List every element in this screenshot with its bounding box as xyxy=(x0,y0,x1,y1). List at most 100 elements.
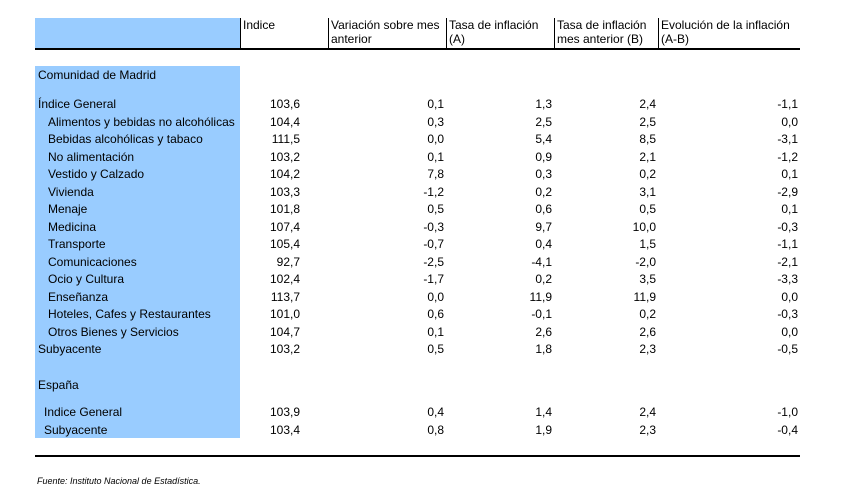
header-evolucion-line2: (A-B) xyxy=(661,32,689,46)
cell-tasa-anterior: 2,3 xyxy=(639,342,656,356)
row-label: Menaje xyxy=(48,202,88,216)
header-tasa-anterior: Tasa de inflación mes anterior (B) xyxy=(554,18,658,49)
cell-evolucion: 0,0 xyxy=(781,114,798,129)
row-label: Comunicaciones xyxy=(48,254,137,269)
row-label: Bebidas alcohólicas y tabaco xyxy=(48,132,203,146)
row-label: Indice General xyxy=(44,405,123,419)
cell-evolucion: -0,3 xyxy=(777,219,798,234)
header-indice: Indice xyxy=(240,18,328,49)
cell-tasa: 0,9 xyxy=(535,149,552,164)
cell-indice: 105,4 xyxy=(269,237,300,251)
cell-tasa: 0,3 xyxy=(535,167,552,181)
table-row: Bebidas alcohólicas y tabaco 111,5 0,0 5,4 8… xyxy=(0,131,842,148)
cell-indice: 103,3 xyxy=(269,184,300,199)
cell-tasa: 9,7 xyxy=(535,219,552,234)
cell-tasa: 2,5 xyxy=(535,114,552,129)
cell-indice: 103,2 xyxy=(269,342,300,356)
cell-evolucion: 0,1 xyxy=(781,202,798,216)
row-label: Otros Bienes y Servicios xyxy=(48,324,179,339)
cell-variacion: 0,6 xyxy=(427,307,444,321)
cell-tasa-anterior: 11,9 xyxy=(633,289,656,304)
cell-evolucion: -0,5 xyxy=(777,342,798,356)
cell-tasa-anterior: 8,5 xyxy=(639,132,656,146)
cell-variacion: 0,1 xyxy=(427,324,444,339)
table-row: Subyacente 103,2 0,5 1,8 2,3 -0,5 xyxy=(0,341,842,358)
row-label: Vivienda xyxy=(48,184,94,199)
table-row: Enseñanza 113,7 0,0 11,9 11,9 0,0 xyxy=(0,289,842,306)
cell-tasa-anterior: 10,0 xyxy=(632,219,656,234)
cell-indice: 101,8 xyxy=(269,202,300,216)
table-row: Comunicaciones 92,7 -2,5 -4,1 -2,0 -2,1 xyxy=(0,254,842,271)
cell-variacion: 0,5 xyxy=(427,342,444,356)
row-label: Alimentos y bebidas no alcohólicas xyxy=(48,114,235,129)
cell-variacion: 0,1 xyxy=(427,149,444,164)
cell-variacion: -1,7 xyxy=(423,272,444,286)
cell-variacion: -0,7 xyxy=(423,237,444,251)
header-variacion-line1: Variación sobre mes xyxy=(331,18,440,32)
cell-tasa-anterior: 0,5 xyxy=(639,202,656,216)
header-variacion: Variación sobre mes anterior xyxy=(328,18,446,49)
cell-variacion: -2,5 xyxy=(423,254,444,269)
cell-tasa: 0,6 xyxy=(535,202,552,216)
cell-tasa: 0,2 xyxy=(535,272,552,286)
cell-variacion: -1,2 xyxy=(423,184,444,199)
cell-tasa: 1,9 xyxy=(535,423,552,437)
label-column-block xyxy=(35,66,240,438)
cell-tasa-anterior: 3,5 xyxy=(639,272,656,286)
cell-evolucion: -1,2 xyxy=(777,149,798,164)
header-label-block xyxy=(35,18,240,49)
cell-variacion: 0,5 xyxy=(427,202,444,216)
cell-tasa-anterior: 2,4 xyxy=(639,405,656,419)
row-label: Subyacente xyxy=(38,342,102,356)
cell-tasa-anterior: 2,3 xyxy=(639,423,656,437)
cell-variacion: 0,0 xyxy=(427,289,444,304)
section-title-espana: España xyxy=(38,378,79,392)
row-label: Vestido y Calzado xyxy=(48,167,145,181)
cell-tasa-anterior: 0,2 xyxy=(639,167,656,181)
cell-variacion: 0,3 xyxy=(427,114,444,129)
section-title-madrid: Comunidad de Madrid xyxy=(38,68,157,82)
cell-tasa: 1,3 xyxy=(535,97,552,111)
header-tasa-anterior-line2: mes anterior (B) xyxy=(557,32,644,46)
bottom-rule xyxy=(35,455,800,457)
cell-tasa: -4,1 xyxy=(531,254,552,269)
table-row: Alimentos y bebidas no alcohólicas 104,4 0… xyxy=(0,114,842,131)
cell-tasa: 2,6 xyxy=(535,324,552,339)
header-rule xyxy=(35,48,800,50)
cell-tasa-anterior: 2,5 xyxy=(639,114,656,129)
table-row: Vestido y Calzado 104,2 7,8 0,3 0,2 0,1 xyxy=(0,166,842,183)
cell-evolucion: -2,9 xyxy=(777,184,798,199)
cell-evolucion: -1,0 xyxy=(777,405,798,419)
cell-evolucion: -3,3 xyxy=(777,272,798,286)
cell-tasa: 1,8 xyxy=(535,342,552,356)
cell-indice: 103,2 xyxy=(269,149,300,164)
header-tasa-line1: Tasa de inflación xyxy=(449,18,539,32)
table-row: Otros Bienes y Servicios 104,7 0,1 2,6 2,6 0,… xyxy=(0,324,842,341)
table-row: Subyacente 103,4 0,8 1,9 2,3 -0,4 xyxy=(0,422,842,439)
row-label: Ocio y Cultura xyxy=(48,272,125,286)
table-row: No alimentación 103,2 0,1 0,9 2,1 -1,2 xyxy=(0,149,842,166)
cell-indice: 103,9 xyxy=(269,405,300,419)
table-row: Transporte 105,4 -0,7 0,4 1,5 -1,1 xyxy=(0,236,842,253)
header-variacion-line2: anterior xyxy=(331,32,372,46)
cell-indice: 113,7 xyxy=(270,289,300,304)
row-label: Subyacente xyxy=(44,423,108,437)
cell-evolucion: -1,1 xyxy=(777,97,798,111)
header-indice-text: Indice xyxy=(243,18,276,32)
cell-variacion: -0,3 xyxy=(423,219,444,234)
row-label: Transporte xyxy=(48,237,106,251)
cell-indice: 92,7 xyxy=(276,254,300,269)
cell-indice: 104,4 xyxy=(269,114,300,129)
cell-tasa: 1,4 xyxy=(535,405,552,419)
cell-tasa-anterior: 1,5 xyxy=(639,237,656,251)
row-label: Enseñanza xyxy=(48,289,109,304)
header-tasa: Tasa de inflación (A) xyxy=(446,18,554,49)
cell-tasa: 5,4 xyxy=(535,132,552,146)
table-row: Menaje 101,8 0,5 0,6 0,5 0,1 xyxy=(0,201,842,218)
row-label: Hoteles, Cafes y Restaurantes xyxy=(48,307,211,321)
header-tasa-line2: (A) xyxy=(449,32,465,46)
cell-indice: 103,4 xyxy=(269,423,300,437)
cell-variacion: 0,4 xyxy=(427,405,444,419)
cell-indice: 107,4 xyxy=(269,219,300,234)
source-note: Fuente: Instituto Nacional de Estadístic… xyxy=(37,476,201,486)
